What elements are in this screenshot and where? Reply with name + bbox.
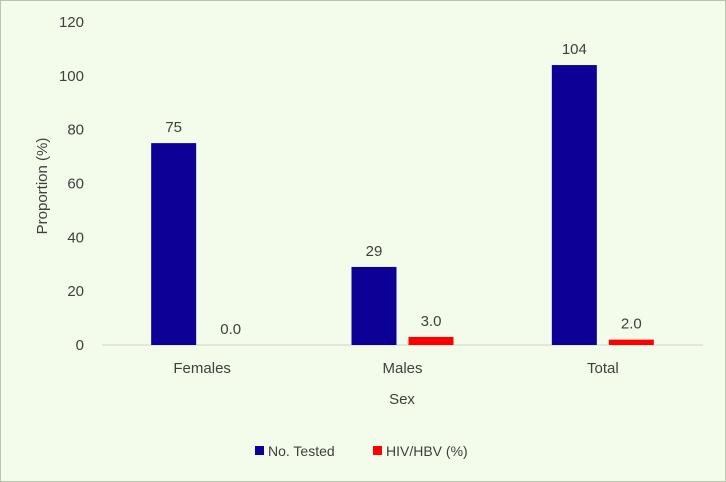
y-tick-label: 100: [59, 68, 84, 85]
x-tick-label: Males: [382, 360, 422, 377]
legend-swatch-hiv-hbv: [373, 446, 382, 455]
x-axis-title: Sex: [389, 391, 415, 408]
x-tick-label: Total: [587, 360, 619, 377]
data-label: 75: [165, 119, 182, 136]
y-tick-label: 40: [67, 229, 84, 246]
y-axis-ticks: 0 20 40 60 80 100 120: [59, 14, 84, 354]
y-tick-label: 120: [59, 14, 84, 31]
bar-no-tested-females: [151, 143, 197, 345]
data-label: 29: [366, 243, 383, 260]
legend: No. Tested HIV/HBV (%): [255, 443, 468, 459]
bar-hiv-hbv--males: [408, 336, 454, 345]
data-label: 2.0: [621, 316, 642, 333]
data-labels: 75 0.0 29 3.0 104 2.0: [165, 41, 641, 338]
y-axis-title: Proportion (%): [34, 138, 51, 235]
data-label: 0.0: [220, 321, 241, 338]
x-tick-label: Females: [173, 360, 231, 377]
x-axis-ticks: Females Males Total: [173, 360, 618, 377]
y-tick-label: 80: [67, 122, 84, 139]
bar-no-tested-males: [351, 266, 397, 345]
y-tick-label: 60: [67, 176, 84, 193]
y-tick-label: 20: [67, 283, 84, 300]
legend-label-hiv-hbv: HIV/HBV (%): [386, 443, 468, 459]
legend-label-no-tested: No. Tested: [268, 443, 335, 459]
y-tick-label: 0: [76, 337, 84, 354]
data-label: 3.0: [421, 313, 442, 330]
bar-hiv-hbv--total: [608, 339, 654, 345]
bar-no-tested-total: [551, 65, 597, 346]
legend-swatch-no-tested: [255, 446, 264, 455]
bars: [151, 65, 654, 346]
data-label: 104: [562, 41, 587, 58]
